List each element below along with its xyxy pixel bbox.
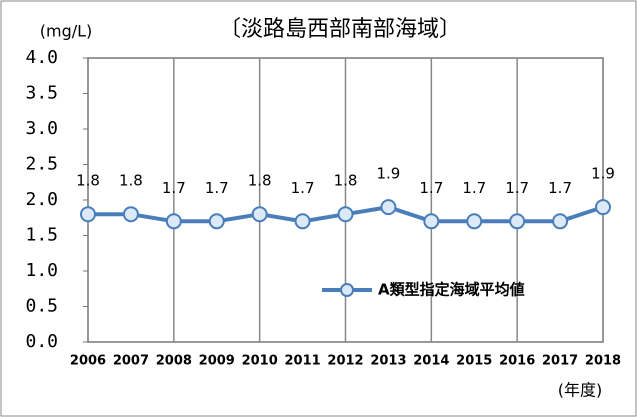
point bbox=[337, 206, 354, 223]
x-axis-label: (年度) bbox=[558, 381, 603, 400]
x-tick-label: 2006 bbox=[70, 354, 106, 369]
data-label: 1.7 bbox=[462, 179, 486, 197]
y-tick-label: 4.0 bbox=[25, 47, 58, 68]
y-tick-label: 0.0 bbox=[25, 331, 58, 352]
x-tick-label: 2018 bbox=[585, 354, 621, 369]
y-tick-label: 1.0 bbox=[25, 260, 58, 281]
data-label: 1.8 bbox=[248, 172, 272, 190]
x-tick-label: 2010 bbox=[242, 354, 278, 369]
x-tick-label: 2007 bbox=[113, 354, 149, 369]
point bbox=[595, 199, 611, 216]
data-label: 1.8 bbox=[76, 172, 100, 190]
data-label: 1.7 bbox=[419, 179, 443, 197]
point bbox=[509, 213, 526, 230]
point bbox=[251, 206, 268, 223]
y-axis-label: (mg/L) bbox=[40, 22, 93, 41]
point bbox=[552, 213, 569, 230]
data-label: 1.7 bbox=[291, 179, 315, 197]
point bbox=[122, 206, 139, 223]
point bbox=[80, 206, 96, 223]
legend-label: A類型指定海域平均値 bbox=[378, 281, 525, 299]
x-tick-label: 2014 bbox=[413, 354, 449, 369]
data-label: 1.7 bbox=[162, 179, 186, 197]
point bbox=[208, 213, 225, 230]
x-tick-label: 2016 bbox=[499, 354, 535, 369]
data-label: 1.8 bbox=[119, 172, 143, 190]
legend-marker bbox=[340, 283, 354, 297]
x-tick-label: 2009 bbox=[199, 354, 235, 369]
x-tick-label: 2015 bbox=[456, 354, 492, 369]
y-tick-label: 1.5 bbox=[25, 225, 58, 246]
y-tick-label: 0.5 bbox=[25, 296, 58, 317]
data-label: 1.9 bbox=[591, 165, 615, 183]
data-label: 1.9 bbox=[376, 165, 400, 183]
chart-title: 〔淡路島西部南部海域〕 bbox=[219, 17, 461, 42]
point bbox=[423, 213, 440, 230]
point bbox=[380, 199, 397, 216]
data-label: 1.7 bbox=[205, 179, 229, 197]
point bbox=[165, 213, 182, 230]
x-tick-label: 2008 bbox=[156, 354, 192, 369]
point bbox=[466, 213, 483, 230]
x-tick-label: 2011 bbox=[284, 354, 320, 369]
y-tick-label: 2.5 bbox=[25, 154, 58, 175]
data-label: 1.7 bbox=[505, 179, 529, 197]
y-tick-label: 3.5 bbox=[25, 83, 58, 104]
x-tick-label: 2012 bbox=[327, 354, 363, 369]
x-tick-label: 2013 bbox=[370, 354, 406, 369]
point bbox=[294, 213, 311, 230]
y-tick-label: 3.0 bbox=[25, 118, 58, 139]
data-label: 1.8 bbox=[334, 172, 358, 190]
x-tick-label: 2017 bbox=[542, 354, 578, 369]
data-label: 1.7 bbox=[548, 179, 572, 197]
y-tick-label: 2.0 bbox=[25, 189, 58, 210]
